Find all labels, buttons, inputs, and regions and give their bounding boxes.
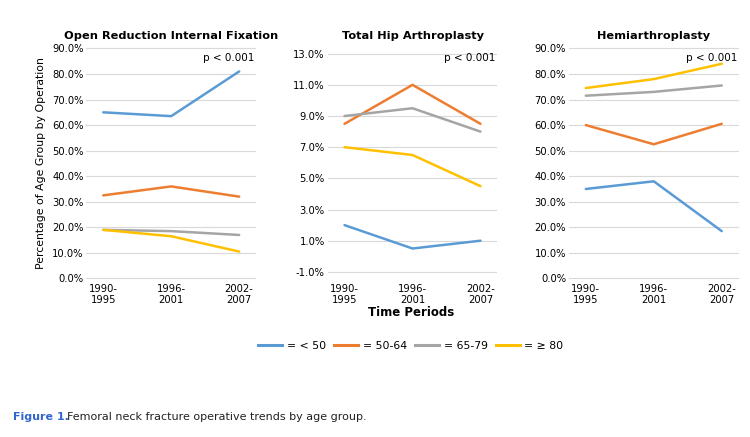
Text: p < 0.001: p < 0.001 [203, 53, 254, 63]
Text: p < 0.001: p < 0.001 [445, 53, 496, 63]
Legend: = < 50, = 50-64, = 65-79, = ≥ 80: = < 50, = 50-64, = 65-79, = ≥ 80 [254, 336, 568, 355]
Text: Femoral neck fracture operative trends by age group.: Femoral neck fracture operative trends b… [60, 413, 367, 422]
Text: Figure 1.: Figure 1. [13, 413, 69, 422]
Y-axis label: Percentage of Age Group by Operation: Percentage of Age Group by Operation [37, 57, 46, 269]
Title: Total Hip Arthroplasty: Total Hip Arthroplasty [341, 31, 484, 41]
Title: Hemiarthroplasty: Hemiarthroplasty [597, 31, 710, 41]
Title: Open Reduction Internal Fixation: Open Reduction Internal Fixation [64, 31, 278, 41]
Text: Time Periods: Time Periods [368, 306, 454, 319]
Text: p < 0.001: p < 0.001 [686, 53, 737, 63]
